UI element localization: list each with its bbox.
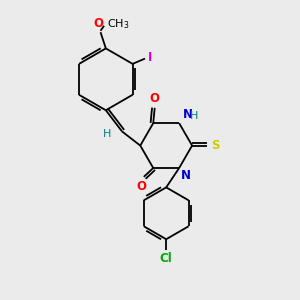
Text: N: N	[181, 169, 190, 182]
Text: O: O	[150, 92, 160, 105]
Text: S: S	[211, 139, 220, 152]
Text: I: I	[148, 51, 152, 64]
Text: O: O	[136, 180, 146, 193]
Text: CH$_3$: CH$_3$	[107, 17, 130, 31]
Text: H: H	[190, 111, 198, 121]
Text: Cl: Cl	[160, 253, 172, 266]
Text: N: N	[183, 108, 193, 121]
Text: H: H	[103, 129, 111, 139]
Text: O: O	[93, 17, 103, 30]
